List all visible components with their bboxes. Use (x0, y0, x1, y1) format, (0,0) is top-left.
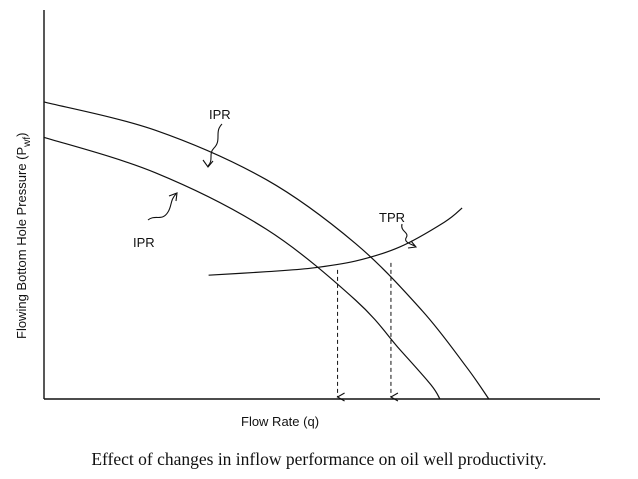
tpr-label: TPR (379, 210, 405, 225)
ipr-upper-pointer (207, 123, 223, 167)
ipr-lower-pointer-head (168, 192, 178, 202)
y-axis-label-main: Flowing Bottom Hole Pressure (P (14, 147, 29, 339)
x-axis-label: Flow Rate (q) (241, 414, 319, 429)
y-axis-label-subscript: wf (22, 137, 33, 148)
ipr-upper-label: IPR (209, 107, 231, 122)
tpr-pointer (401, 223, 416, 247)
y-axis-label: Flowing Bottom Hole Pressure (Pwf) (14, 132, 33, 339)
ipr-upper-pointer-head (202, 159, 214, 168)
ipr-upper-curve (43, 101, 490, 400)
tpr-curve (208, 207, 463, 276)
ipr-lower-label: IPR (133, 235, 155, 250)
tpr-pointer-head (407, 240, 418, 249)
y-axis-label-close: ) (14, 132, 29, 136)
ipr-lower-curve (43, 136, 441, 400)
ipr-lower-pointer (147, 193, 177, 221)
chart-canvas: IPR IPR TPR Flow Rate (q) Flowing Bottom… (14, 10, 600, 429)
figure-caption: Effect of changes in inflow performance … (91, 449, 547, 469)
